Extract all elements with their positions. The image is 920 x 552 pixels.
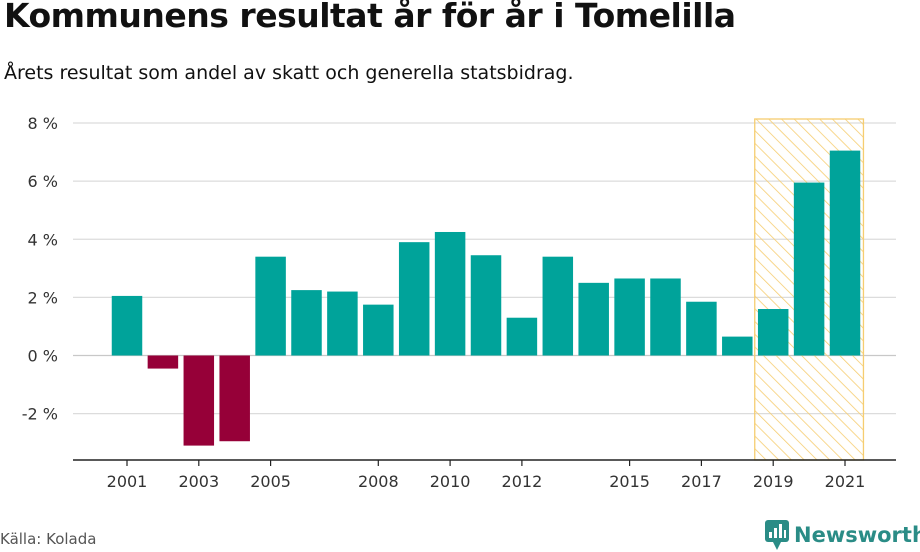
y-tick-label: -2 % — [22, 405, 58, 424]
bars — [111, 150, 861, 446]
x-tick-label: 2010 — [430, 472, 471, 491]
bar — [111, 295, 143, 356]
chart-title: Kommunens resultat år för år i Tomelilla — [4, 0, 736, 35]
bar — [470, 255, 502, 356]
bar — [793, 182, 825, 356]
brand-name: Newsworthy — [794, 523, 920, 547]
y-tick-label: 6 % — [28, 172, 58, 191]
x-tick-label: 2003 — [178, 472, 219, 491]
bar — [363, 304, 394, 356]
bar — [291, 290, 322, 356]
bar — [686, 301, 717, 356]
source-note: Källa: Kolada — [0, 530, 97, 548]
chart-subtitle: Årets resultat som andel av skatt och ge… — [4, 62, 574, 84]
x-tick-label: 2019 — [753, 472, 794, 491]
bar — [434, 231, 466, 356]
x-tick-label: 2017 — [681, 472, 722, 491]
newsworthy-logo-icon — [765, 520, 789, 550]
x-tick-label: 2001 — [107, 472, 148, 491]
y-tick-label: 4 % — [28, 230, 58, 249]
bar — [829, 150, 861, 356]
bar — [506, 317, 538, 356]
x-tick-label: 2015 — [609, 472, 650, 491]
bar — [578, 282, 609, 356]
bar — [183, 355, 215, 446]
bar — [542, 256, 574, 356]
axes: -2 % 0 % 2 % 4 % 6 % 8 % 2001 2003 2005 2008 2010 2… — [22, 114, 896, 491]
x-tick-label: 2005 — [250, 472, 291, 491]
x-tick-label: 2008 — [358, 472, 399, 491]
y-tick-label: 2 % — [28, 288, 58, 307]
x-tick-label: 2021 — [825, 472, 866, 491]
x-tick-label: 2012 — [502, 472, 543, 491]
bar — [219, 355, 250, 442]
y-tick-label: 8 % — [28, 114, 58, 133]
brand-logo: Newsworthy — [764, 518, 920, 552]
bar — [614, 278, 645, 356]
bar — [255, 256, 286, 356]
y-tick-label: 0 % — [28, 347, 58, 366]
bar — [147, 355, 179, 369]
bar — [398, 242, 430, 356]
bar — [722, 336, 753, 356]
bar — [650, 278, 681, 356]
bar — [327, 291, 358, 356]
bar — [757, 309, 789, 356]
